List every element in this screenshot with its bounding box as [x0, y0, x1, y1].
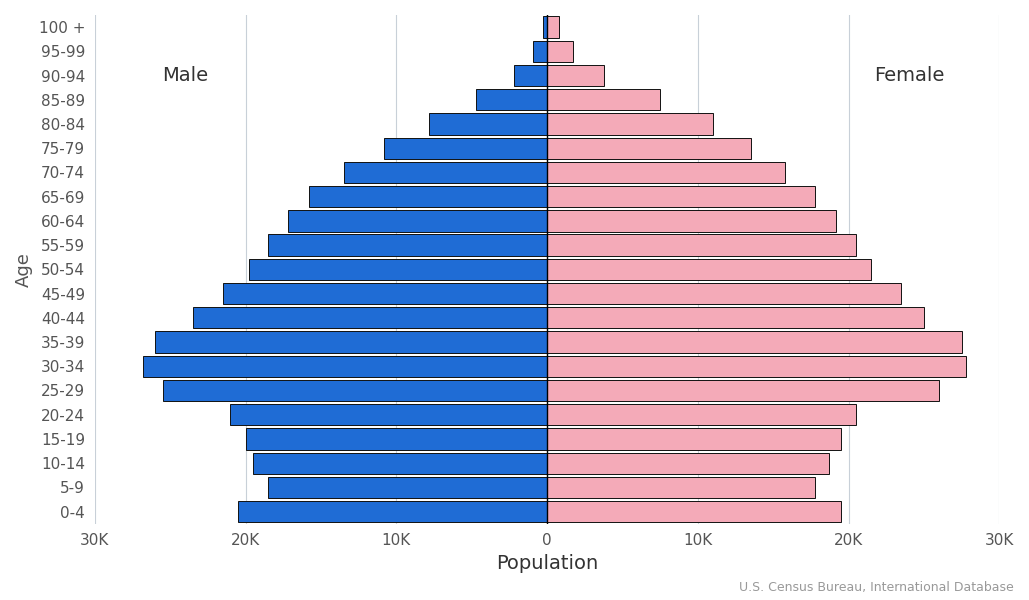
X-axis label: Population: Population — [496, 554, 598, 573]
Bar — [547, 16, 559, 38]
Bar — [547, 380, 939, 401]
Bar — [155, 331, 547, 353]
Bar — [513, 65, 547, 86]
Bar — [547, 235, 856, 256]
Bar — [547, 65, 604, 86]
Bar — [163, 380, 547, 401]
Bar — [547, 404, 856, 425]
Bar — [547, 501, 841, 522]
Bar — [547, 283, 901, 304]
Bar — [547, 307, 924, 328]
Bar — [223, 283, 547, 304]
Bar — [238, 501, 547, 522]
Text: Female: Female — [874, 66, 944, 85]
Bar — [429, 113, 547, 134]
Text: U.S. Census Bureau, International Database: U.S. Census Bureau, International Databa… — [739, 581, 1014, 594]
Bar — [192, 307, 547, 328]
Bar — [547, 210, 837, 232]
Bar — [533, 41, 547, 62]
Bar — [476, 89, 547, 110]
Bar — [547, 186, 815, 208]
Bar — [269, 477, 547, 498]
Y-axis label: Age: Age — [15, 252, 33, 287]
Bar — [547, 89, 661, 110]
Bar — [384, 137, 547, 159]
Bar — [246, 428, 547, 449]
Bar — [547, 452, 829, 474]
Text: Male: Male — [163, 66, 208, 85]
Bar — [288, 210, 547, 232]
Bar — [542, 16, 547, 38]
Bar — [547, 113, 713, 134]
Bar — [309, 186, 547, 208]
Bar — [547, 477, 815, 498]
Bar — [547, 137, 750, 159]
Bar — [143, 356, 547, 377]
Bar — [547, 356, 966, 377]
Bar — [249, 259, 547, 280]
Bar — [253, 452, 547, 474]
Bar — [230, 404, 547, 425]
Bar — [547, 331, 962, 353]
Bar — [547, 162, 785, 183]
Bar — [547, 259, 872, 280]
Bar — [547, 428, 841, 449]
Bar — [269, 235, 547, 256]
Bar — [344, 162, 547, 183]
Bar — [547, 41, 573, 62]
